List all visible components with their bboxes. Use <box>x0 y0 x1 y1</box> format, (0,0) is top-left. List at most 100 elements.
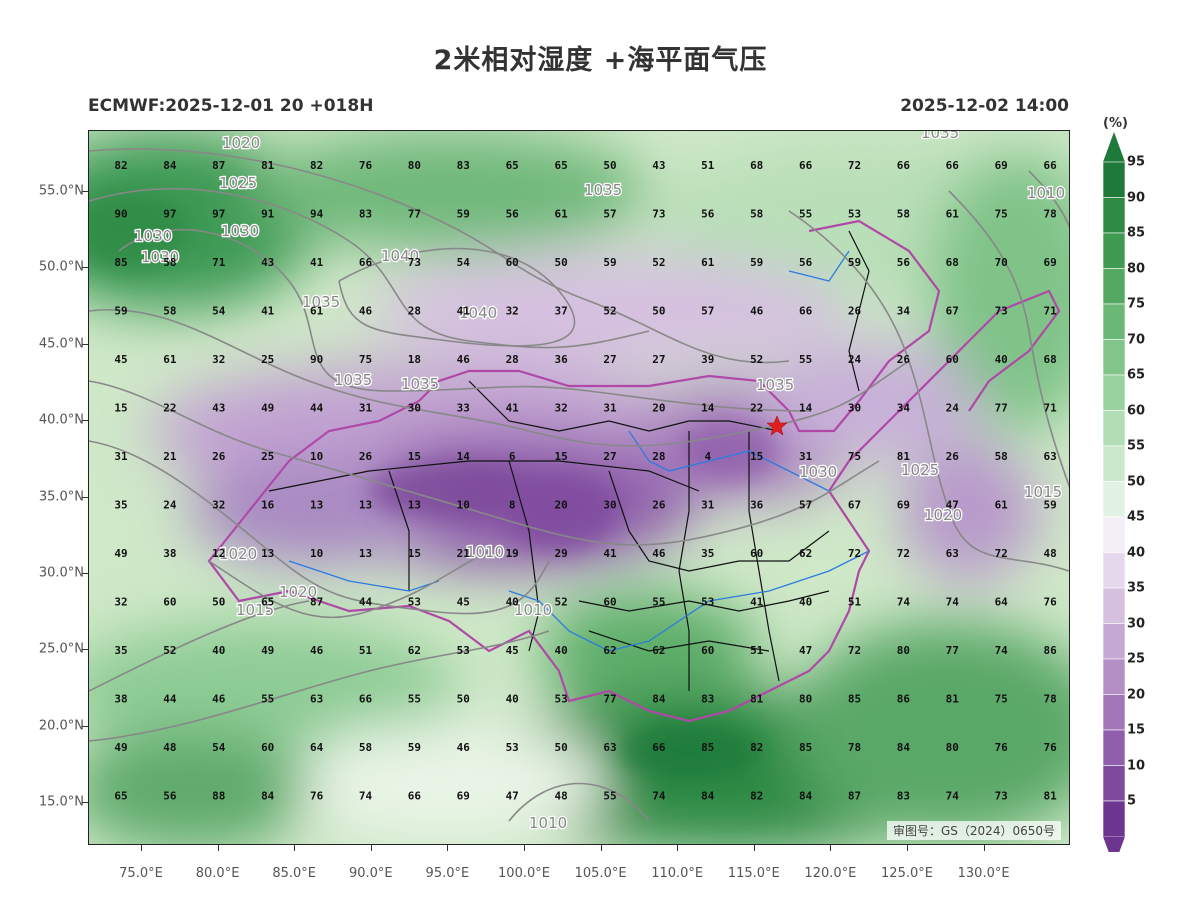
colorbar-level-label: 10 <box>1127 758 1146 773</box>
rh-value: 66 <box>799 305 813 318</box>
colorbar-cell <box>1102 268 1126 305</box>
colorbar-cell <box>1102 765 1126 802</box>
isobar-label: 1020 <box>924 506 962 524</box>
colorbar-cell <box>1102 410 1126 447</box>
rh-value: 60 <box>946 353 959 366</box>
rh-value: 14 <box>457 450 471 463</box>
colorbar-cell <box>1102 374 1126 411</box>
rh-value: 80 <box>897 644 910 657</box>
isobar-labels: 1020 1025 1030 1030 1030 1035 1035 1035 … <box>133 131 1067 833</box>
isobar-label: 1030 <box>141 248 179 266</box>
rh-value: 84 <box>652 693 666 706</box>
latitude-tick <box>82 191 88 192</box>
longitude-label: 90.0°E <box>348 866 393 881</box>
rh-value: 83 <box>457 159 470 172</box>
rh-value: 38 <box>114 693 127 706</box>
rh-value: 73 <box>995 790 1008 803</box>
rh-value: 84 <box>799 790 813 803</box>
colorbar-unit: (%) <box>1103 116 1128 131</box>
beijing-marker <box>766 415 788 436</box>
colorbar-level-label: 85 <box>1127 225 1146 241</box>
rh-value: 66 <box>359 693 373 706</box>
rh-value: 85 <box>848 693 861 706</box>
rh-value: 65 <box>261 596 274 609</box>
rh-value: 44 <box>359 596 373 609</box>
rh-value: 60 <box>603 596 616 609</box>
rh-value: 10 <box>457 499 470 512</box>
rh-value: 78 <box>1043 208 1056 221</box>
rh-value: 54 <box>457 256 471 269</box>
rh-value: 83 <box>897 790 910 803</box>
colorbar <box>1102 132 1126 852</box>
rh-value: 61 <box>946 208 960 221</box>
colorbar-cell <box>1102 197 1126 234</box>
rh-value: 56 <box>163 790 177 803</box>
rh-value: 15 <box>750 450 763 463</box>
rh-value: 12 <box>212 547 225 560</box>
rh-value: 46 <box>652 547 666 560</box>
rh-value: 45 <box>506 644 519 657</box>
rh-value: 62 <box>799 547 812 560</box>
rh-value: 40 <box>995 353 1008 366</box>
rh-value: 46 <box>359 305 373 318</box>
isobar-label: 1025 <box>219 174 257 192</box>
rh-value: 31 <box>359 402 373 415</box>
rh-value: 20 <box>652 402 665 415</box>
rh-value: 62 <box>408 644 421 657</box>
rh-value: 40 <box>212 644 225 657</box>
rh-value: 76 <box>1043 741 1057 754</box>
rh-value: 63 <box>946 547 959 560</box>
colorbar-level-label: 70 <box>1127 332 1146 347</box>
rh-value: 82 <box>750 741 763 754</box>
rh-value: 24 <box>946 402 960 415</box>
rh-value: 73 <box>652 208 665 221</box>
rh-value: 41 <box>506 402 520 415</box>
isobar-label: 1035 <box>302 293 340 311</box>
isobar-label: 1015 <box>1024 483 1062 501</box>
rh-value: 24 <box>848 353 862 366</box>
rh-value: 55 <box>261 693 274 706</box>
rh-value: 58 <box>995 450 1008 463</box>
rh-value: 21 <box>457 547 471 560</box>
rh-value: 56 <box>701 208 715 221</box>
rh-value: 51 <box>359 644 373 657</box>
weather-map[interactable]: 1020 1025 1030 1030 1030 1035 1035 1035 … <box>88 130 1070 845</box>
colorbar-cell <box>1102 729 1126 766</box>
rh-value: 15 <box>114 402 127 415</box>
rh-value: 20 <box>554 499 567 512</box>
rh-value: 45 <box>114 353 127 366</box>
rh-value: 76 <box>995 741 1009 754</box>
rh-value: 60 <box>701 644 714 657</box>
rh-value: 50 <box>212 596 225 609</box>
colorbar-cell <box>1102 552 1126 589</box>
rh-value: 41 <box>310 256 324 269</box>
rh-value: 52 <box>652 256 665 269</box>
rh-value: 28 <box>652 450 665 463</box>
rh-value: 77 <box>603 693 616 706</box>
isobar-label: 1035 <box>756 376 794 394</box>
rh-value: 63 <box>1043 450 1056 463</box>
rivers <box>288 250 870 652</box>
rh-value: 59 <box>114 305 127 318</box>
rh-value: 50 <box>652 305 665 318</box>
rh-value: 77 <box>995 402 1008 415</box>
rh-value: 73 <box>995 305 1008 318</box>
rh-value: 74 <box>652 790 666 803</box>
rh-value: 58 <box>750 208 763 221</box>
rh-value: 55 <box>652 596 665 609</box>
latitude-label: 20.0°N <box>38 718 84 734</box>
rh-value: 41 <box>261 305 275 318</box>
rh-value: 80 <box>799 693 812 706</box>
rh-value: 69 <box>995 159 1008 172</box>
colorbar-cell <box>1102 623 1126 660</box>
longitude-tick <box>983 845 985 851</box>
rh-value: 97 <box>163 208 176 221</box>
rh-value: 13 <box>310 499 323 512</box>
rh-value: 48 <box>1043 547 1056 560</box>
colorbar-cell <box>1102 339 1126 376</box>
rh-value: 35 <box>701 547 714 560</box>
rh-value: 36 <box>750 499 764 512</box>
rh-value: 59 <box>750 256 763 269</box>
rh-value: 47 <box>506 790 519 803</box>
rh-value: 76 <box>359 159 373 172</box>
